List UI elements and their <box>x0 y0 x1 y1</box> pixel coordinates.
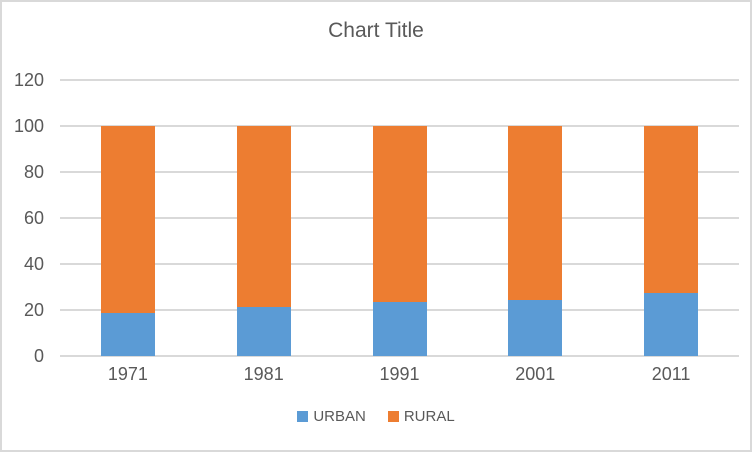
y-axis-tick-label: 20 <box>23 300 44 320</box>
y-axis-tick-label: 120 <box>13 70 44 90</box>
bar-segment-rural-1981[interactable] <box>236 126 291 308</box>
x-axis-tick-label: 1971 <box>107 364 148 384</box>
legend-item-urban[interactable]: URBAN <box>297 408 366 425</box>
bar-segment-rural-2001[interactable] <box>508 126 563 301</box>
legend-item-rural[interactable]: RURAL <box>387 408 455 425</box>
y-axis-tick-label: 0 <box>33 346 44 366</box>
y-axis-tick-label: 40 <box>23 254 44 274</box>
x-axis-tick-label: 1991 <box>379 364 420 384</box>
bar-segment-urban-2011[interactable] <box>644 292 699 356</box>
bar-segment-urban-2001[interactable] <box>508 300 563 356</box>
legend-swatch-icon <box>297 411 309 422</box>
legend-label: URBAN <box>313 408 366 425</box>
gridline <box>60 355 739 357</box>
x-axis-tick-label: 2011 <box>651 364 691 384</box>
legend-swatch-icon <box>387 411 399 422</box>
y-axis-tick-label: 80 <box>23 162 44 182</box>
chart-title[interactable]: Chart Title <box>328 19 424 42</box>
legend: URBAN RURAL <box>2 408 750 425</box>
bar-segment-rural-1991[interactable] <box>372 126 427 302</box>
x-axis-tick-label: 1981 <box>243 364 284 384</box>
x-axis-tick-label: 2001 <box>515 364 556 384</box>
bar-segment-rural-1971[interactable] <box>100 126 155 313</box>
bar-segment-urban-1971[interactable] <box>100 312 155 356</box>
bar-segment-urban-1991[interactable] <box>372 301 427 356</box>
y-axis-tick-label: 60 <box>23 208 44 228</box>
legend-label: RURAL <box>403 408 455 425</box>
y-axis-tick-label: 100 <box>13 116 44 136</box>
bar-segment-urban-1981[interactable] <box>236 307 291 356</box>
bar-segment-rural-2011[interactable] <box>644 126 699 293</box>
gridline <box>60 79 739 81</box>
